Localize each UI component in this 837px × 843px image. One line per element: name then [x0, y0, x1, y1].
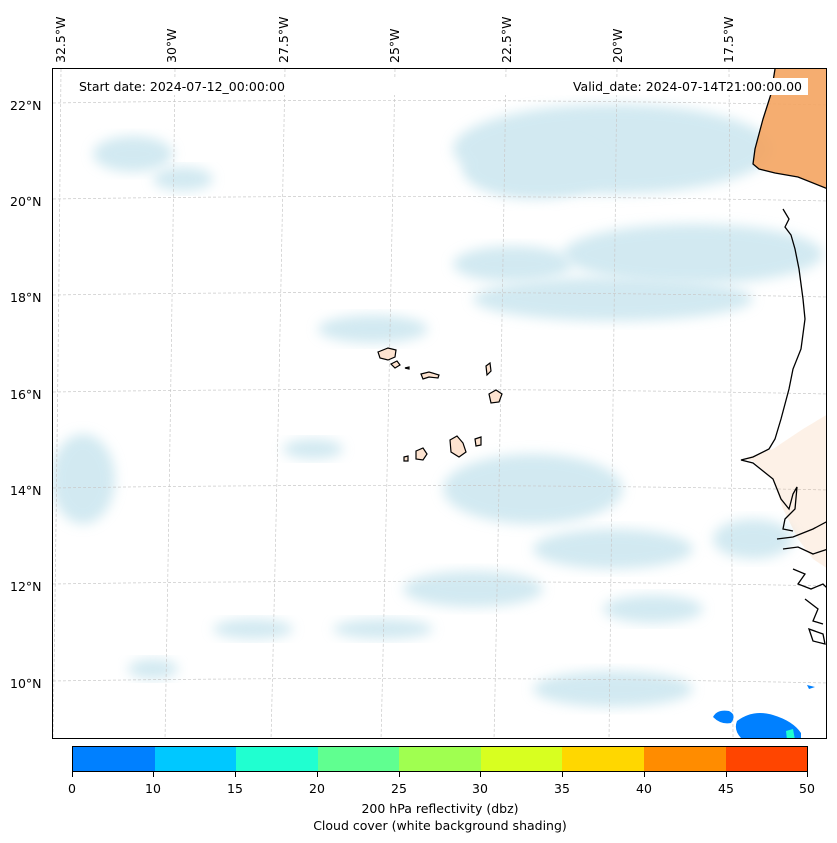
- colorbar-tick: [562, 772, 563, 777]
- start-date-label: Start date: 2024-07-12_00:00:00: [73, 78, 291, 95]
- colorbar-tick-label: 50: [799, 781, 815, 796]
- graticule-grid: [53, 69, 826, 738]
- colorbar-segment-15-20: [236, 747, 318, 771]
- colorbar-tick-label: 25: [391, 781, 407, 796]
- lat-label-18n: 18°N: [10, 290, 42, 305]
- island-boa-vista: [488, 389, 503, 404]
- lat-label-22n: 22°N: [10, 98, 42, 113]
- colorbar-tick-label: 15: [227, 781, 243, 796]
- colorbar-tick: [726, 772, 727, 777]
- colorbar-tick-label: 30: [472, 781, 488, 796]
- island-santiago: [449, 435, 467, 458]
- lon-label-25w: 25°W: [387, 28, 402, 63]
- colorbar-subtitle: Cloud cover (white background shading): [313, 818, 567, 833]
- colorbar-segment-20-25: [317, 747, 400, 771]
- colorbar-title: 200 hPa reflectivity (dbz): [361, 801, 519, 816]
- lon-label-22-5w: 22.5°W: [499, 16, 514, 63]
- colorbar-segment-30-35: [480, 747, 563, 771]
- colorbar-tick: [235, 772, 236, 777]
- colorbar-tick: [399, 772, 400, 777]
- colorbar-tick: [153, 772, 154, 777]
- land-west-africa: [743, 69, 826, 568]
- reflectivity-cell-core: [786, 729, 795, 738]
- lon-label-32-5w: 32.5°W: [53, 16, 68, 63]
- colorbar-tick-label: 0: [68, 781, 76, 796]
- lat-label-20n: 20°N: [10, 194, 42, 209]
- cape-verde-islands: [377, 347, 503, 462]
- island-sao-vicente: [389, 360, 401, 369]
- island-sao-nicolau: [420, 371, 440, 380]
- island-santa-luzia: [404, 366, 410, 370]
- reflectivity-cell-b: [735, 713, 801, 738]
- valid-date-label: Valid_date: 2024-07-14T21:00:00.00: [332, 78, 808, 95]
- lon-label-20w: 20°W: [610, 28, 625, 63]
- colorbar-tick: [317, 772, 318, 777]
- lat-label-10n: 10°N: [10, 676, 42, 691]
- reflectivity-colorbar: [72, 746, 808, 772]
- colorbar-tick: [72, 772, 73, 777]
- lat-label-14n: 14°N: [10, 483, 42, 498]
- island-sal: [485, 361, 492, 377]
- colorbar-tick-label: 10: [145, 781, 161, 796]
- cloud-cover-shading: [53, 104, 823, 707]
- colorbar-tick-label: 45: [718, 781, 734, 796]
- lon-label-27-5w: 27.5°W: [276, 16, 291, 63]
- island-fogo: [415, 447, 428, 461]
- island-santo-antao: [377, 347, 397, 361]
- lat-label-12n: 12°N: [10, 579, 42, 594]
- colorbar-segment-0-10: [73, 747, 155, 771]
- reflectivity-cell-c: [807, 685, 815, 689]
- reflectivity-cell-a: [713, 710, 734, 724]
- map-canvas: [53, 69, 826, 738]
- colorbar-tick-label: 40: [636, 781, 652, 796]
- colorbar-tick: [807, 772, 808, 777]
- colorbar-segment-35-40: [562, 747, 644, 771]
- island-brava: [403, 455, 409, 462]
- colorbar-segment-25-30: [399, 747, 481, 771]
- lon-label-17-5w: 17.5°W: [721, 16, 736, 63]
- colorbar-tick: [644, 772, 645, 777]
- colorbar-segment-10-15: [154, 747, 237, 771]
- colorbar-tick-label: 20: [309, 781, 325, 796]
- reflectivity-cells: [713, 685, 815, 738]
- colorbar-segment-40-45: [643, 747, 726, 771]
- coastline: [740, 69, 826, 645]
- map-plot-area: [52, 68, 827, 739]
- island-maio: [474, 436, 482, 447]
- colorbar-tick-label: 35: [554, 781, 570, 796]
- lat-label-16n: 16°N: [10, 387, 42, 402]
- lon-label-30w: 30°W: [164, 28, 179, 63]
- colorbar-segment-45-50: [725, 747, 808, 771]
- colorbar-tick: [480, 772, 481, 777]
